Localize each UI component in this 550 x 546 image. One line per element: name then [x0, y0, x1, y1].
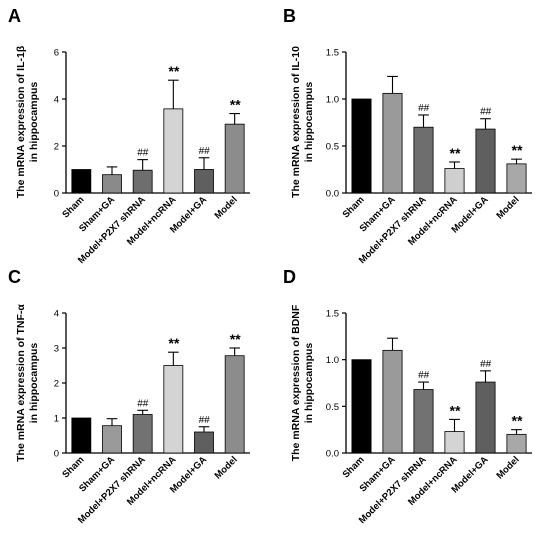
bar: [475, 128, 496, 194]
y-tick-label: 1.5: [326, 309, 339, 320]
bar: [444, 168, 465, 194]
x-tick-label: Sham: [341, 454, 367, 480]
y-axis-label: The mRNA expression of TNF-αin hippocamp…: [15, 304, 40, 462]
significance-label: **: [229, 97, 240, 113]
y-axis-label-line: The mRNA expression of IL-10: [290, 46, 302, 198]
bar: [413, 126, 434, 194]
y-tick-label: 4: [54, 95, 59, 106]
y-tick-label: 4: [54, 309, 59, 320]
bar: [413, 389, 434, 454]
significance-label: ##: [480, 359, 492, 370]
y-axis-label-line: in hippocampus: [303, 343, 315, 424]
y-tick-label: 0.0: [326, 189, 339, 200]
significance-label: ##: [418, 103, 430, 114]
y-axis-label: The mRNA expression of IL-1βin hippocamp…: [15, 45, 40, 198]
bar: [71, 417, 92, 454]
significance-label: **: [168, 335, 179, 351]
significance-label: **: [511, 413, 522, 429]
significance-label: ##: [418, 370, 430, 381]
y-tick-label: 2: [54, 142, 59, 153]
y-axis-label-line: in hippocampus: [28, 82, 40, 163]
y-tick-label: 0.5: [326, 142, 339, 153]
y-tick-label: 0.5: [326, 402, 339, 413]
y-axis-label: The mRNA expression of IL-10in hippocamp…: [290, 46, 315, 198]
bar: [194, 431, 214, 454]
bar: [351, 359, 372, 454]
bar: [102, 425, 122, 454]
x-tick-label: Model: [494, 454, 521, 481]
chart-panel-b: B The mRNA expression of IL-10in hippocam…: [283, 6, 532, 266]
y-tick-label: 3: [54, 344, 59, 355]
y-axis-label-line: The mRNA expression of IL-1β: [15, 45, 27, 198]
y-tick-label: 1: [54, 414, 59, 425]
x-tick-label: Sham: [60, 194, 86, 220]
panel-letter: B: [283, 6, 296, 26]
bar: [224, 123, 245, 194]
x-tick-label: Sham: [60, 454, 86, 480]
y-tick-label: 1.5: [326, 48, 339, 59]
y-axis-label-line: The mRNA expression of TNF-α: [15, 304, 27, 462]
bar: [475, 381, 496, 454]
panel-letter: D: [283, 267, 296, 287]
panel-letter: A: [8, 6, 21, 26]
bar: [506, 163, 527, 194]
bar: [132, 169, 153, 194]
significance-label: **: [511, 142, 522, 158]
bar: [194, 169, 214, 194]
significance-label: ##: [198, 146, 210, 157]
x-tick-label: Model: [213, 454, 240, 481]
significance-label: ##: [480, 107, 492, 118]
x-tick-label: Model: [494, 194, 521, 221]
y-axis-label-line: The mRNA expression of BDNF: [290, 304, 302, 461]
y-tick-label: 6: [54, 48, 59, 59]
bar: [163, 108, 184, 194]
y-tick-label: 1.0: [326, 95, 339, 106]
bar: [163, 365, 184, 454]
y-tick-label: 0.0: [326, 449, 339, 460]
bar: [132, 414, 153, 454]
significance-label: **: [168, 63, 179, 79]
significance-label: **: [449, 145, 460, 161]
bar: [382, 92, 403, 194]
significance-label: **: [449, 402, 460, 418]
x-tick-label: Sham: [341, 194, 367, 220]
chart-panel-a: A The mRNA expression of IL-1βin hippocam…: [8, 6, 250, 266]
bar: [506, 433, 527, 454]
y-tick-label: 0: [54, 449, 59, 460]
y-tick-label: 2: [54, 379, 59, 390]
bar: [102, 174, 122, 194]
chart-panel-c: C The mRNA expression of TNF-αin hippocam…: [8, 267, 250, 526]
bar: [382, 349, 403, 454]
significance-label: **: [229, 331, 240, 347]
bar: [71, 169, 92, 194]
significance-label: ##: [137, 398, 149, 409]
significance-label: ##: [137, 148, 149, 159]
y-tick-label: 0: [54, 189, 59, 200]
y-axis-label-line: in hippocampus: [28, 343, 40, 424]
bar: [351, 98, 372, 194]
panel-letter: C: [8, 267, 21, 287]
chart-panel-d: D The mRNA expression of BDNFin hippocamp…: [283, 267, 532, 526]
x-tick-label: Model: [213, 194, 240, 221]
y-axis-label: The mRNA expression of BDNFin hippocampu…: [290, 304, 315, 461]
bar: [224, 355, 245, 454]
bar: [444, 431, 465, 454]
significance-label: ##: [198, 415, 210, 426]
y-axis-label-line: in hippocampus: [303, 82, 315, 163]
y-tick-label: 1.0: [326, 355, 339, 366]
